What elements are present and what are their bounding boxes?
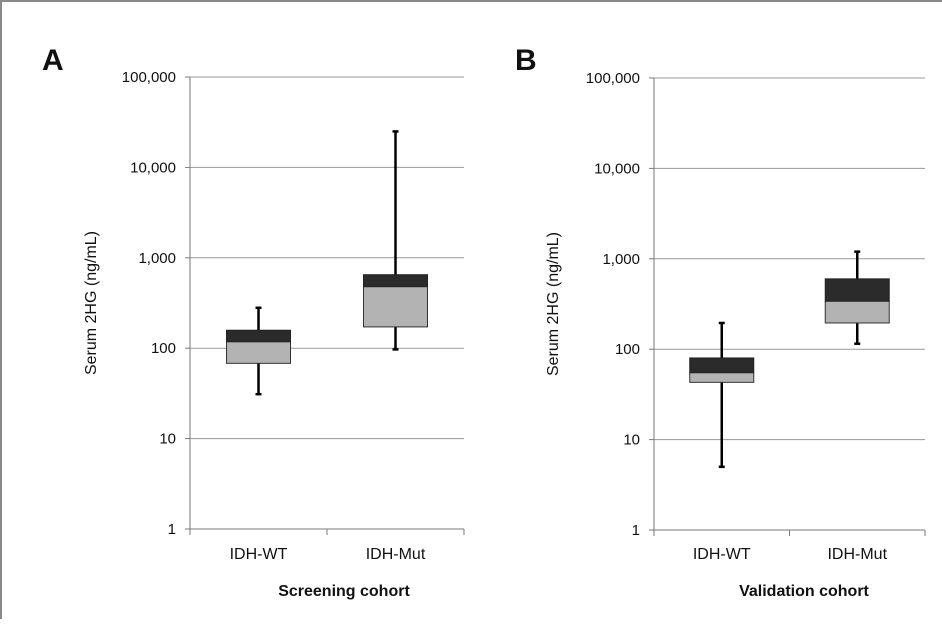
panel-letter: B	[515, 44, 537, 77]
y-tick-label: 10,000	[130, 159, 176, 176]
box-lower-quartile	[689, 372, 755, 383]
x-axis-title: Screening cohort	[278, 583, 410, 600]
box-upper-quartile	[226, 329, 291, 343]
box-idh-mut	[824, 250, 890, 345]
y-tick-label: 1	[632, 522, 640, 539]
y-axis-title: Serum 2HG (ng/mL)	[83, 231, 100, 375]
y-tick-label: 10	[159, 431, 176, 448]
panel-a: A 1 10 100 1,000 10,000 100,000 IDH-WT IDH-Mut Se…	[42, 44, 465, 600]
y-axis-title: Serum 2HG (ng/mL)	[545, 232, 562, 376]
box-idh-wt	[689, 321, 755, 469]
y-tick-label: 1	[168, 521, 176, 538]
box-idh-mut	[363, 130, 428, 351]
box-lower-quartile	[824, 300, 890, 324]
box-upper-quartile	[363, 274, 428, 288]
x-axis-title: Validation cohort	[739, 583, 869, 600]
category-label: IDH-Mut	[827, 546, 887, 563]
y-tick-label: 1,000	[138, 250, 176, 267]
box-lower-quartile	[226, 341, 291, 364]
category-label: IDH-WT	[693, 546, 751, 563]
panel-letter: A	[42, 44, 64, 77]
box-upper-quartile	[689, 357, 755, 374]
box-idh-wt	[226, 306, 291, 396]
panel-b: B 1 10 100 1,000 10,000 100,000 IDH-WT IDH-Mut Se…	[515, 44, 926, 600]
box-lower-quartile	[363, 286, 428, 328]
y-tick-label: 100	[151, 340, 176, 357]
y-tick-label: 100	[615, 341, 640, 358]
box-upper-quartile	[824, 278, 890, 302]
y-tick-label: 10	[623, 432, 640, 449]
category-label: IDH-Mut	[366, 546, 426, 563]
category-label: IDH-WT	[230, 546, 288, 563]
y-tick-label: 10,000	[594, 160, 640, 177]
y-tick-label: 100,000	[586, 70, 640, 87]
y-tick-label: 1,000	[602, 251, 640, 268]
y-tick-label: 100,000	[122, 69, 176, 86]
